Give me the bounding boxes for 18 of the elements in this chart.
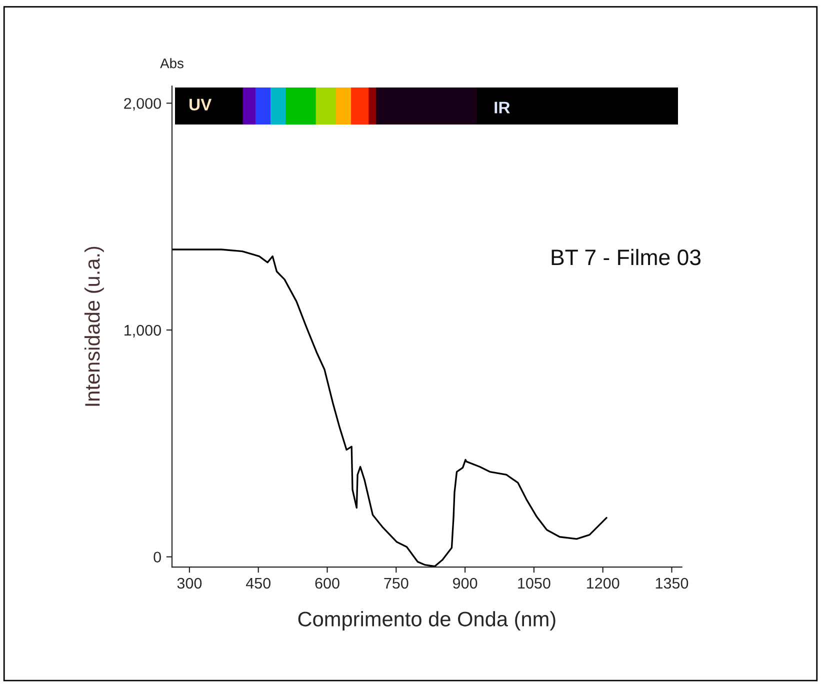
x-tick-label: 1350 [656, 578, 688, 589]
y-tick-label: 2,000 [124, 98, 161, 111]
x-tick-label: 750 [384, 578, 408, 589]
x-tick-label: 900 [453, 578, 478, 589]
y-axis-title: Intensidade (u.a.) [84, 246, 104, 406]
x-tick-label: 450 [246, 578, 270, 589]
annotation: BT 7 - Filme 03 [552, 248, 701, 266]
x-tick-label: 1200 [587, 578, 620, 589]
line-series [172, 248, 608, 568]
x-tick-label: 1050 [518, 578, 550, 589]
y-tick-label: 0 [154, 552, 161, 563]
x-tick-label: 300 [177, 578, 202, 589]
x-axis-title: Comprimento de Onda (nm) [298, 611, 556, 631]
annotation: UV [190, 98, 212, 110]
text: Abs [160, 58, 184, 68]
x-tick-label: 600 [315, 578, 340, 589]
y-tick-label: 1,000 [124, 324, 161, 338]
annotation: IR [494, 102, 510, 114]
